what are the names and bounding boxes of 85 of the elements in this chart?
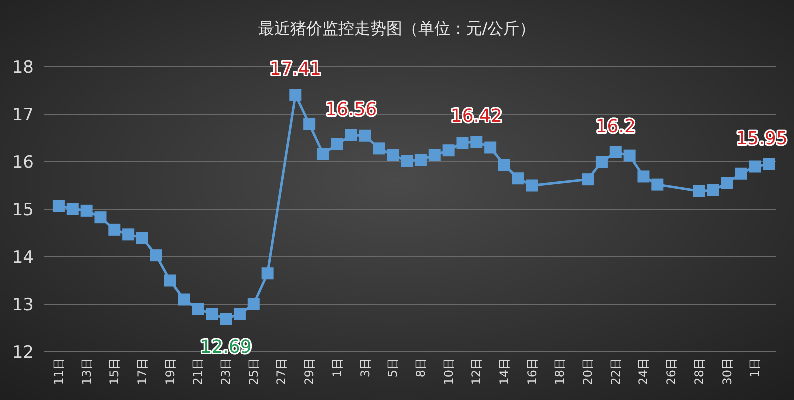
point xyxy=(749,160,762,173)
x-tick-label: 15日 xyxy=(108,358,122,386)
y-tick-label: 16 xyxy=(12,153,34,173)
point xyxy=(94,212,107,224)
x-tick-label: 14日 xyxy=(498,358,512,386)
point xyxy=(206,308,218,320)
x-tick-label: 29日 xyxy=(302,358,317,386)
x-tick-label: 24日 xyxy=(636,358,651,386)
point xyxy=(498,159,510,172)
data-label: 16.56 xyxy=(326,99,378,120)
point xyxy=(582,174,594,186)
point xyxy=(108,224,121,236)
x-tick-label: 18日 xyxy=(553,358,568,386)
x-tick-label: 25日 xyxy=(246,358,261,386)
point xyxy=(763,158,776,170)
point xyxy=(359,130,372,142)
x-tick-label: 28日 xyxy=(692,358,706,386)
point xyxy=(610,146,622,158)
point xyxy=(178,294,190,306)
point xyxy=(638,170,650,183)
point xyxy=(373,142,386,155)
x-tick-label: 16日 xyxy=(525,358,540,386)
x-tick-label: 22日 xyxy=(608,358,623,386)
point xyxy=(304,118,316,130)
point xyxy=(652,178,664,191)
point xyxy=(512,172,524,185)
point xyxy=(414,154,427,166)
y-tick-label: 17 xyxy=(12,106,34,126)
y-tick-label: 13 xyxy=(12,296,34,316)
point xyxy=(387,149,400,162)
x-tick-label: 17日 xyxy=(136,358,150,386)
x-tick-label: 21日 xyxy=(191,358,206,386)
point xyxy=(624,150,636,162)
x-tick-label: 11日 xyxy=(52,358,66,386)
x-tick-label: 27日 xyxy=(274,358,289,386)
point xyxy=(721,177,734,190)
point xyxy=(220,313,232,326)
point xyxy=(290,89,302,102)
data-label: 16.2 xyxy=(596,116,636,138)
data-label: 17.41 xyxy=(270,59,322,80)
point xyxy=(442,144,455,157)
point xyxy=(52,200,65,212)
point xyxy=(596,156,608,168)
point xyxy=(470,136,483,148)
point xyxy=(735,168,748,180)
point xyxy=(401,155,414,168)
data-label: 16.42 xyxy=(450,106,502,128)
x-tick-label: 1日 xyxy=(330,358,344,378)
x-tick-label: 5日 xyxy=(386,358,400,378)
point xyxy=(707,184,720,196)
point xyxy=(693,185,706,198)
x-tick-label: 8日 xyxy=(414,358,428,378)
point xyxy=(456,137,469,149)
y-tick-label: 14 xyxy=(12,248,34,268)
point xyxy=(164,274,176,287)
x-tick-label: 19日 xyxy=(163,358,178,386)
point xyxy=(331,138,344,150)
point xyxy=(136,232,148,244)
point xyxy=(150,250,162,262)
point xyxy=(66,203,79,216)
chart-title: 最近猪价监控走势图（单位：元/公斤） xyxy=(258,19,536,38)
x-tick-label: 1日 xyxy=(748,358,762,378)
data-label: 15.95 xyxy=(736,128,788,150)
point xyxy=(80,204,93,217)
x-tick-label: 10日 xyxy=(442,358,456,386)
x-tick-label: 3日 xyxy=(358,358,372,378)
point xyxy=(484,142,497,154)
y-tick-label: 12 xyxy=(12,343,34,363)
x-tick-label: 13日 xyxy=(80,358,94,386)
point xyxy=(248,298,260,310)
y-tick-label: 18 xyxy=(12,58,34,78)
y-tick-label: 15 xyxy=(12,200,34,220)
point xyxy=(345,129,358,142)
point xyxy=(262,268,274,280)
x-tick-label: 20日 xyxy=(581,358,596,386)
x-tick-label: 12日 xyxy=(470,358,484,386)
point xyxy=(526,180,538,192)
point xyxy=(122,228,135,241)
x-tick-label: 23日 xyxy=(219,358,234,386)
point xyxy=(318,148,330,160)
point xyxy=(428,149,441,162)
x-tick-label: 26日 xyxy=(664,358,679,386)
x-tick-label: 30日 xyxy=(720,358,734,386)
point xyxy=(192,303,204,316)
point xyxy=(234,308,246,320)
